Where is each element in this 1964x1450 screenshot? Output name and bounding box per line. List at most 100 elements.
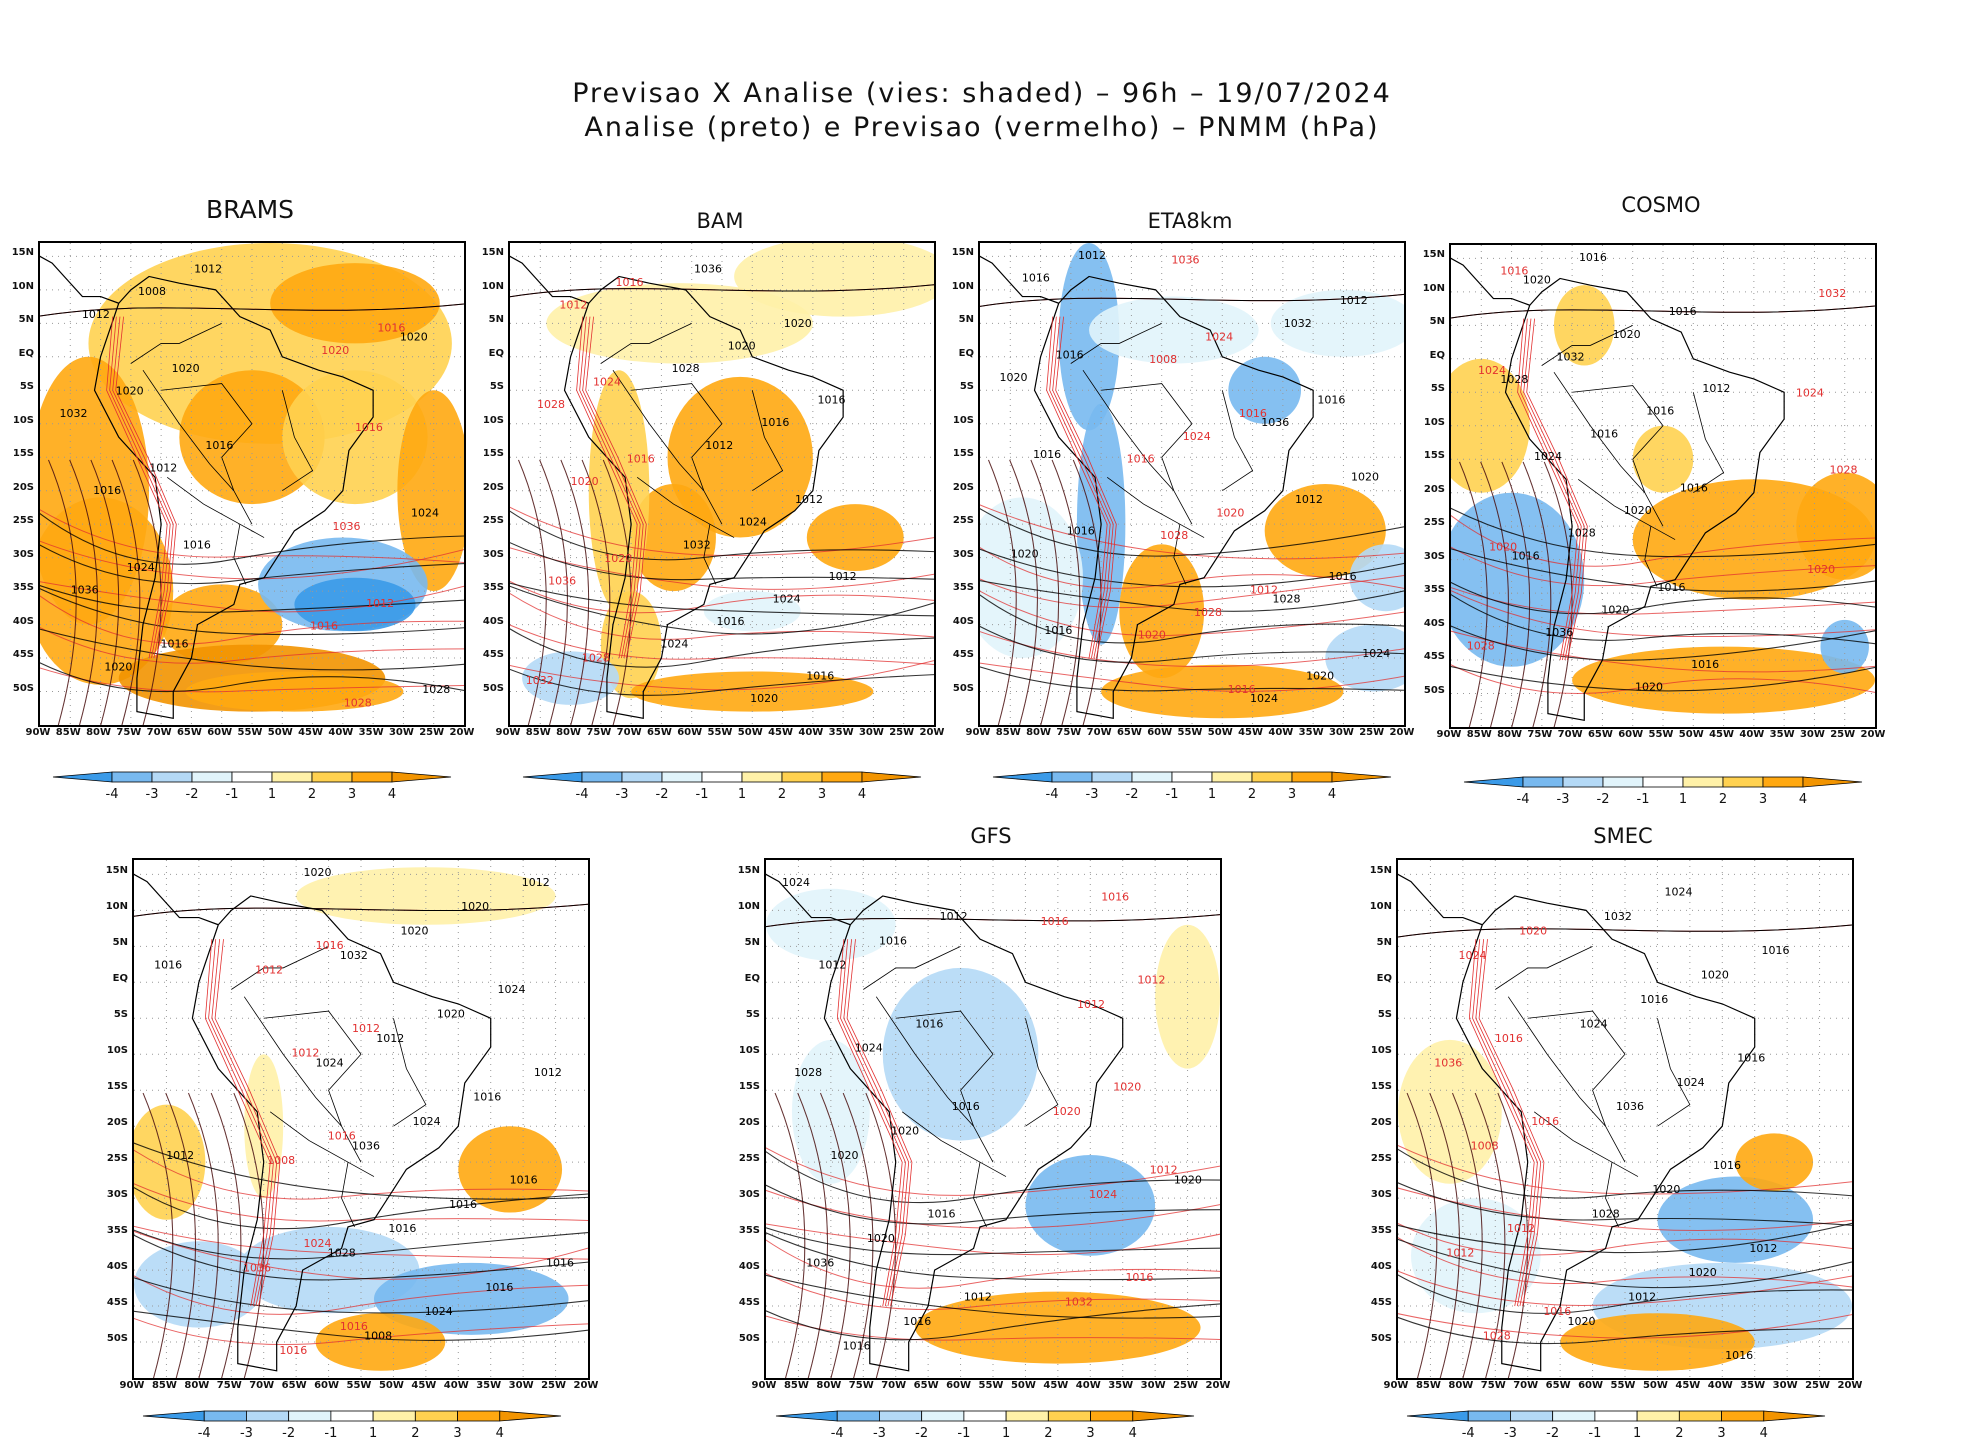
analysis-contour-label: 1020 <box>1174 1173 1202 1186</box>
analysis-contour-label: 1016 <box>879 934 907 947</box>
latitude-label: EQ <box>1376 973 1392 985</box>
longitude-label: 65W <box>281 1380 307 1391</box>
country-border <box>1577 478 1676 540</box>
forecast-isobar <box>1451 546 1875 587</box>
forecast-isobar <box>576 316 638 659</box>
latitude-label: 10N <box>951 280 974 292</box>
colorbar-swatch <box>414 1410 458 1422</box>
longitude-label: 20W <box>573 1380 599 1391</box>
longitude-label: 20W <box>1389 727 1415 738</box>
bias-shading <box>282 370 428 505</box>
longitude-label: 80W <box>556 727 582 738</box>
analysis-isobar <box>510 542 934 581</box>
colorbar-swatch <box>1090 1410 1134 1422</box>
analysis-isobar <box>1451 507 1875 558</box>
latitude-label: 40S <box>482 615 504 627</box>
forecast-contour-label: 1016 <box>616 276 644 289</box>
analysis-contour-label: 1020 <box>461 900 489 913</box>
country-border <box>901 1111 1007 1177</box>
colorbar-swatch <box>1762 776 1804 788</box>
colorbar-label: -2 <box>655 787 669 802</box>
pressure-bias-map: 1012 1016 1016 1016 1016 1016 1020 1020 1024 1020… <box>978 241 1406 727</box>
colorbar-swatch <box>921 1410 965 1422</box>
analysis-contour-label: 1036 <box>806 1256 834 1269</box>
bias-shading <box>237 1226 420 1314</box>
forecast-contour-label: 1032 <box>526 674 554 687</box>
analysis-contour-label: 1012 <box>166 1149 194 1162</box>
forecast-contour-label: 1016 <box>355 421 383 434</box>
latitude-label: 30S <box>952 548 974 560</box>
colorbar-swatch <box>1047 1410 1091 1422</box>
forecast-contour-label: 1028 <box>1830 463 1858 476</box>
colorbar-label: 1 <box>368 1426 378 1441</box>
colorbar-label: -1 <box>225 787 239 802</box>
analysis-isobar <box>1452 1092 1483 1378</box>
colorbar-swatch <box>992 771 1053 783</box>
forecast-isobar <box>134 1230 588 1280</box>
analysis-isobar <box>980 293 1404 307</box>
analysis-contour-label: 1012 <box>82 308 110 321</box>
longitude-label: 90W <box>119 1380 145 1391</box>
forecast-isobar <box>840 939 906 1307</box>
analysis-isobar <box>1398 1182 1852 1226</box>
forecast-isobar <box>211 939 278 1307</box>
bias-shading <box>667 376 813 538</box>
forecast-contour-label: 1016 <box>1495 1032 1523 1045</box>
forecast-contour-label: 1024 <box>1458 949 1486 962</box>
colorbar-swatch <box>191 771 233 783</box>
forecast-contour-label: 1008 <box>267 1154 295 1167</box>
colorbar-label: -2 <box>915 1426 929 1441</box>
latitude-label: 25S <box>1423 517 1445 529</box>
latitude-label: 35S <box>1423 584 1445 596</box>
longitude-label: 90W <box>1436 729 1462 740</box>
longitude-label: 55W <box>1177 727 1203 738</box>
analysis-isobar <box>1451 593 1875 645</box>
forecast-isobar <box>40 581 464 613</box>
forecast-contour-label: 1012 <box>255 964 283 977</box>
latitude-label: 45S <box>1423 651 1445 663</box>
analysis-isobar <box>1543 461 1573 727</box>
country-border <box>600 322 692 364</box>
analysis-isobar <box>40 588 464 636</box>
analysis-contour-label: 1016 <box>817 394 845 407</box>
colorbar-label: -3 <box>872 1426 886 1441</box>
latitude-label: 20S <box>1370 1117 1392 1129</box>
analysis-contour-label: 1020 <box>1701 968 1729 981</box>
analysis-contour-label: 1036 <box>352 1139 380 1152</box>
analysis-isobar <box>766 1274 1220 1319</box>
forecast-contour-label: 1020 <box>1807 563 1835 576</box>
analysis-contour-label: 1020 <box>304 866 332 879</box>
latitude-label: 30S <box>738 1189 760 1201</box>
colorbar-swatch <box>111 771 153 783</box>
forecast-isobar <box>585 316 647 659</box>
analysis-contour-label: 1012 <box>705 439 733 452</box>
forecast-isobar <box>40 595 464 645</box>
analysis-isobar <box>980 580 1404 612</box>
bias-shading <box>1270 289 1404 357</box>
colorbar-swatch <box>1331 771 1392 783</box>
analysis-contour-label: 1028 <box>1568 527 1596 540</box>
forecast-contour-label: 1016 <box>1500 265 1528 278</box>
latitude-label: 15N <box>951 247 974 259</box>
forecast-contour-label: 1020 <box>1519 925 1547 938</box>
panel-title: ETA8km <box>1147 209 1233 233</box>
analysis-contour-label: 1028 <box>1500 373 1528 386</box>
colorbar-label: 3 <box>453 1426 462 1441</box>
forecast-isobar <box>134 1183 588 1222</box>
forecast-contour-label: 1008 <box>1149 353 1177 366</box>
analysis-contour-label: 1024 <box>739 516 767 529</box>
forecast-contour-label: 1016 <box>1228 683 1256 696</box>
colorbar: -4 -3 -2 -1 1 2 3 4 <box>775 1410 1195 1450</box>
forecast-contour-label: 1020 <box>1113 1081 1141 1094</box>
colorbar-label: 4 <box>387 787 397 802</box>
colorbar-swatch <box>457 1410 501 1422</box>
latitude-label: 25S <box>482 515 504 527</box>
colorbar-swatch <box>52 771 113 783</box>
country-border <box>341 1162 355 1228</box>
longitude-label: 70W <box>1513 1380 1539 1391</box>
forecast-isobar <box>112 316 174 659</box>
colorbar-label: 4 <box>495 1426 504 1441</box>
bias-shading <box>458 1126 563 1213</box>
forecast-contour-label: 1020 <box>1138 629 1166 642</box>
forecast-isobar <box>40 540 464 580</box>
